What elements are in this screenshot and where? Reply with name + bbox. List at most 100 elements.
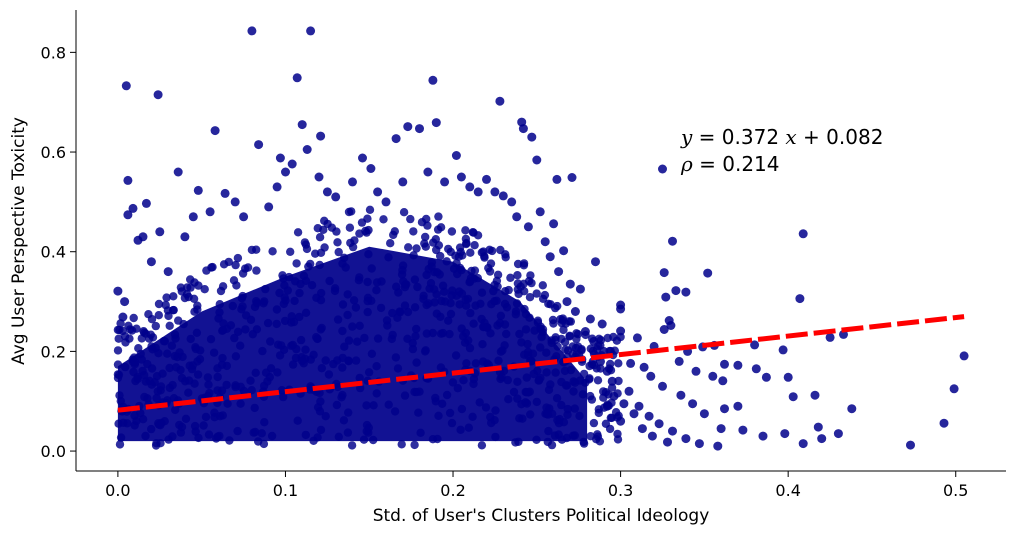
data-point	[718, 376, 728, 386]
data-point	[272, 305, 282, 314]
data-point	[367, 349, 377, 358]
data-point	[538, 281, 547, 290]
data-point	[145, 376, 154, 385]
data-point	[186, 334, 195, 344]
data-point	[587, 395, 597, 404]
data-point	[614, 376, 623, 386]
data-point	[436, 363, 446, 372]
data-point	[720, 359, 729, 369]
data-point	[291, 277, 300, 286]
data-point	[464, 336, 473, 345]
data-point	[160, 417, 169, 426]
data-point	[703, 268, 713, 278]
data-point	[430, 268, 439, 277]
data-point	[523, 339, 532, 349]
data-point	[147, 364, 157, 373]
data-point	[351, 356, 361, 365]
data-point	[277, 386, 287, 395]
data-point	[210, 126, 220, 136]
data-point	[341, 263, 350, 272]
data-point	[264, 202, 274, 212]
data-point	[538, 294, 548, 303]
data-point	[575, 284, 585, 294]
data-point	[290, 296, 299, 306]
data-point	[251, 368, 260, 377]
data-point	[343, 428, 353, 437]
data-point	[267, 431, 277, 441]
data-point	[487, 418, 496, 428]
data-point	[674, 356, 684, 366]
data-point	[177, 422, 187, 432]
data-point	[322, 187, 332, 197]
data-point	[165, 321, 174, 330]
data-point	[415, 124, 424, 134]
data-point	[532, 155, 542, 165]
data-point	[281, 167, 290, 177]
data-point	[113, 360, 123, 369]
data-point	[333, 238, 342, 247]
x-tick-label: 0.2	[440, 481, 465, 500]
data-point	[182, 290, 192, 299]
data-point	[544, 426, 553, 436]
data-point	[190, 307, 199, 316]
data-point	[301, 430, 310, 440]
data-point	[533, 318, 543, 327]
data-point	[364, 250, 373, 259]
data-point	[129, 367, 138, 377]
data-point	[492, 296, 501, 305]
data-point	[315, 407, 325, 416]
data-point	[167, 341, 177, 350]
data-point	[438, 399, 447, 408]
data-point	[247, 245, 257, 255]
data-point	[420, 239, 429, 248]
data-point	[173, 167, 183, 177]
data-point	[616, 304, 626, 314]
data-point	[602, 366, 612, 376]
data-point	[223, 399, 232, 408]
data-point	[204, 430, 214, 439]
data-point	[363, 307, 372, 317]
x-tick-label: 0.3	[608, 481, 633, 500]
data-point	[243, 263, 253, 272]
data-point	[455, 243, 465, 252]
data-point	[315, 388, 324, 398]
data-point	[315, 260, 324, 270]
data-point	[579, 369, 589, 379]
data-point	[297, 120, 307, 130]
data-point	[654, 419, 664, 429]
data-point	[259, 439, 269, 449]
data-point	[532, 397, 541, 407]
data-point	[528, 349, 538, 358]
data-point	[362, 420, 372, 430]
data-point	[795, 294, 805, 304]
data-point	[316, 131, 326, 141]
data-point	[338, 353, 347, 363]
x-tick-label: 0.5	[943, 481, 968, 500]
data-point	[427, 258, 437, 267]
data-point	[469, 379, 478, 389]
data-point	[537, 332, 546, 342]
data-point	[340, 342, 349, 351]
data-point	[365, 205, 375, 214]
data-point	[214, 314, 223, 323]
data-point	[609, 391, 619, 401]
data-point	[118, 326, 127, 336]
data-point	[306, 355, 315, 364]
data-point	[287, 312, 296, 321]
data-point	[398, 266, 407, 275]
data-point	[456, 172, 466, 182]
data-point	[691, 366, 701, 376]
data-point	[423, 167, 433, 177]
data-point	[592, 435, 601, 444]
data-point	[681, 434, 691, 444]
data-point	[659, 325, 669, 334]
data-point	[496, 245, 505, 255]
data-point	[312, 333, 321, 342]
data-point	[215, 308, 224, 317]
data-point	[579, 437, 588, 447]
data-point	[384, 400, 393, 409]
data-point	[503, 375, 512, 385]
data-point	[186, 275, 195, 284]
data-point	[279, 299, 288, 309]
data-point	[455, 263, 465, 273]
